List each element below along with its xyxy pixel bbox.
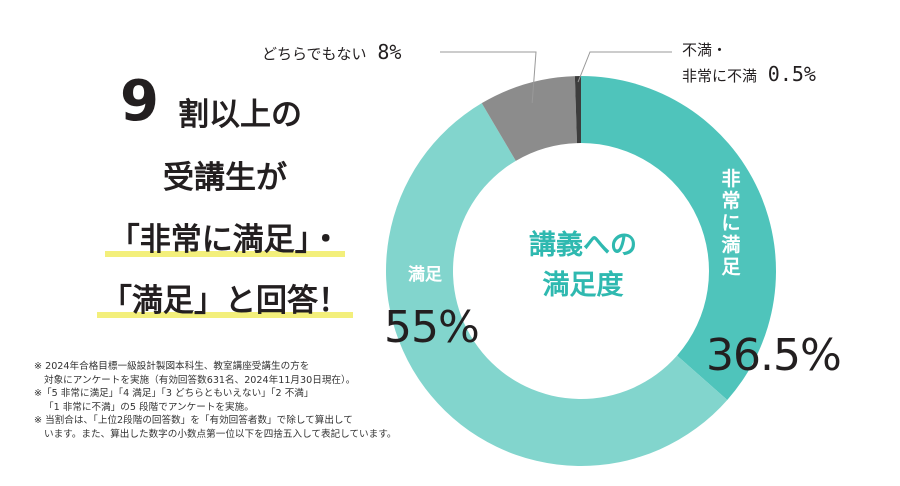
headline-line2: 受講生が (60, 160, 390, 196)
very-satisfied-char-3: に (721, 212, 741, 234)
very-satisfied-pct: 36.5% (706, 330, 842, 381)
chart-title-line2: 満足度 (542, 270, 624, 301)
dissatisfied-leader-line (577, 51, 672, 83)
slice-neutral (481, 76, 577, 161)
dissatisfied-pct: 0.5% (767, 62, 816, 86)
footnote-3: ※「5 非常に満足」「4 満足」「3 どちらともいえない」「2 不満」 (34, 388, 314, 400)
chart-title-line1: 講義への (529, 230, 637, 261)
neutral-pct: 8% (377, 40, 402, 64)
slice-satisfied (386, 103, 728, 466)
footnote-5: ※ 当割合は、「上位2段階の回答数」を「有効回答者数」で除して算出して (34, 415, 353, 427)
dissatisfied-label: 不満・ 非常に不満 0.5% (682, 38, 816, 88)
headline-number: 9 (120, 69, 159, 134)
slice-dissatisfied (574, 76, 581, 144)
headline-line3-text: 「非常に満足」・ (104, 220, 346, 260)
satisfied-label: 満足 (408, 265, 442, 285)
very-satisfied-char-5: 足 (721, 256, 741, 278)
very-satisfied-char-1: 非 (721, 168, 741, 190)
headline-line4: 「満足」と回答！ (60, 281, 390, 321)
neutral-label-text: どちらでもない (262, 45, 367, 63)
chart-center-title: 講義への 満足度 (508, 226, 658, 306)
footnote-4: 「1 非常に不満」の5 段階でアンケートを実施。 (44, 401, 254, 413)
dissatisfied-label-line1: 不満・ (682, 41, 728, 59)
very-satisfied-char-2: 常 (721, 190, 741, 212)
dissatisfied-label-line2: 非常に不満 (682, 67, 758, 85)
slice-very-satisfied (581, 76, 777, 400)
satisfied-pct: 55% (384, 302, 480, 353)
headline-line1: 9 割以上の (60, 69, 390, 134)
footnote-2: 対象にアンケートを実施（有効回答数631名、2024年11月30日現在）。 (44, 374, 356, 386)
footnotes: ※ 2024年合格目標一級設計製図本科生、教室講座受講生の方を 対象にアンケート… (34, 360, 434, 442)
headline-line4-text: 「満足」と回答！ (97, 281, 353, 321)
neutral-label: どちらでもない 8% (262, 40, 401, 64)
footnote-1: ※ 2024年合格目標一級設計製図本科生、教室講座受講生の方を (34, 361, 310, 372)
headline-line1-text: 割以上の (178, 97, 302, 133)
very-satisfied-char-4: 満 (721, 234, 741, 256)
headline-line3: 「非常に満足」・ (60, 220, 390, 260)
very-satisfied-label: 非 常 に 満 足 (716, 168, 746, 278)
footnote-6: います。また、算出した数字の小数点第一位以下を四捨五入して表記しています。 (44, 428, 397, 440)
headline-line2-text: 受講生が (163, 160, 287, 196)
neutral-leader-line (440, 51, 537, 103)
